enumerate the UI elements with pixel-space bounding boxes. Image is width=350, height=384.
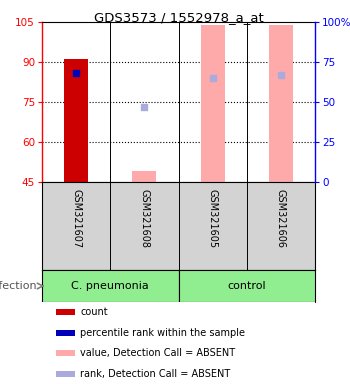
Text: value, Detection Call = ABSENT: value, Detection Call = ABSENT xyxy=(80,348,235,358)
Text: count: count xyxy=(80,307,108,317)
Text: control: control xyxy=(228,281,266,291)
Point xyxy=(210,75,216,81)
Bar xyxy=(178,270,315,302)
Bar xyxy=(56,350,75,356)
Text: GSM321607: GSM321607 xyxy=(71,189,81,248)
Text: GDS3573 / 1552978_a_at: GDS3573 / 1552978_a_at xyxy=(94,11,263,24)
Text: GSM321606: GSM321606 xyxy=(276,189,286,248)
Point xyxy=(74,70,79,76)
Point xyxy=(278,72,284,78)
Bar xyxy=(42,270,178,302)
Point xyxy=(141,104,147,111)
Text: GSM321608: GSM321608 xyxy=(139,189,149,248)
Text: percentile rank within the sample: percentile rank within the sample xyxy=(80,328,245,338)
Bar xyxy=(269,25,293,182)
Text: rank, Detection Call = ABSENT: rank, Detection Call = ABSENT xyxy=(80,369,230,379)
Bar xyxy=(56,330,75,336)
Bar xyxy=(132,171,156,182)
Text: C. pneumonia: C. pneumonia xyxy=(71,281,149,291)
Bar xyxy=(56,310,75,315)
Bar xyxy=(64,60,88,182)
Text: GSM321605: GSM321605 xyxy=(208,189,218,248)
Bar xyxy=(201,25,225,182)
Bar xyxy=(56,371,75,377)
Text: infection: infection xyxy=(0,281,37,291)
